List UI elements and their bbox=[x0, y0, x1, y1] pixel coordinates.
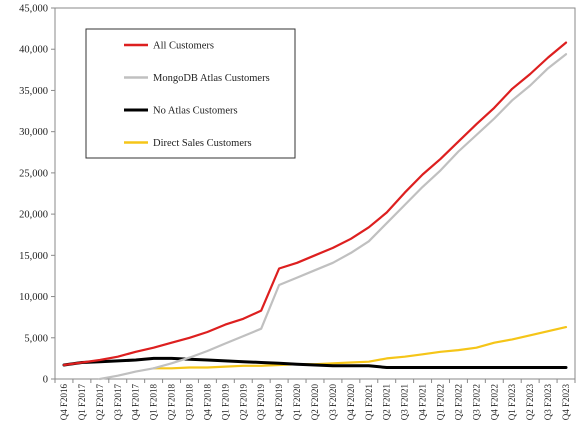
y-tick-label: 20,000 bbox=[19, 210, 48, 221]
x-tick-label: Q4 F2022 bbox=[489, 384, 499, 420]
x-tick-label: Q4 F2016 bbox=[59, 384, 69, 421]
legend-label: All Customers bbox=[153, 41, 214, 52]
y-tick-label: 40,000 bbox=[19, 45, 48, 56]
y-tick-label: 45,000 bbox=[19, 4, 48, 15]
series-line-direct-sales-customers bbox=[152, 326, 568, 370]
series-line-no-atlas-customers bbox=[62, 356, 568, 369]
legend-label: No Atlas Customers bbox=[153, 106, 238, 117]
x-tick-label: Q2 F2019 bbox=[238, 384, 248, 421]
x-tick-label: Q3 F2019 bbox=[256, 384, 266, 421]
x-tick-label: Q4 F2023 bbox=[561, 384, 571, 421]
x-tick-label: Q3 F2021 bbox=[400, 384, 410, 420]
legend-box bbox=[85, 28, 296, 159]
y-tick-label: 0 bbox=[43, 375, 48, 386]
x-tick-label: Q3 F2022 bbox=[471, 384, 481, 420]
x-tick-label: Q3 F2023 bbox=[543, 384, 553, 421]
x-tick-label: Q3 F2018 bbox=[184, 384, 194, 421]
y-tick-label: 15,000 bbox=[19, 251, 48, 262]
x-tick-label: Q1 F2021 bbox=[364, 384, 374, 420]
series-line-mongodb-atlas-customers bbox=[98, 53, 568, 381]
plot-area bbox=[54, 7, 576, 380]
x-tick-label: Q1 F2023 bbox=[507, 384, 517, 421]
x-tick-label: Q3 F2017 bbox=[113, 384, 123, 421]
y-tick-label: 5,000 bbox=[24, 333, 48, 344]
x-tick-label: Q4 F2018 bbox=[202, 384, 212, 421]
x-tick-label: Q1 F2022 bbox=[436, 384, 446, 420]
legend: All Customers MongoDB Atlas Customers No A… bbox=[85, 28, 296, 159]
x-tick-label: Q1 F2019 bbox=[220, 384, 230, 421]
y-tick-label: 25,000 bbox=[19, 168, 48, 179]
x-tick-label: Q2 F2023 bbox=[525, 384, 535, 421]
x-tick-label: Q2 F2020 bbox=[310, 384, 320, 421]
x-axis: Q4 F2016 Q1 F2017 Q2 F2017 Q3 F2017 Q4 F2017… bbox=[54, 379, 576, 421]
y-tick-label: 10,000 bbox=[19, 292, 48, 303]
x-tick-label: Q4 F2019 bbox=[274, 384, 284, 421]
x-tick-label: Q4 F2021 bbox=[418, 384, 428, 420]
series-line-all-customers bbox=[62, 41, 568, 367]
x-tick-label: Q4 F2020 bbox=[346, 384, 356, 421]
x-tick-label: Q1 F2020 bbox=[292, 384, 302, 421]
x-tick-label: Q4 F2017 bbox=[131, 384, 141, 421]
y-axis: 0 5,000 10,000 15,000 20,000 25,000 30,000 35,0… bbox=[19, 4, 55, 386]
legend-label: MongoDB Atlas Customers bbox=[153, 73, 270, 84]
x-tick-label: Q2 F2017 bbox=[95, 384, 105, 421]
series-layer bbox=[62, 41, 568, 381]
x-tick-label: Q2 F2022 bbox=[453, 384, 463, 420]
x-tick-label: Q2 F2021 bbox=[382, 384, 392, 420]
x-tick-label: Q1 F2018 bbox=[149, 384, 159, 421]
y-tick-label: 35,000 bbox=[19, 86, 48, 97]
y-tick-label: 30,000 bbox=[19, 127, 48, 138]
plot-frame bbox=[54, 7, 576, 380]
legend-label: Direct Sales Customers bbox=[153, 138, 252, 149]
x-tick-label: Q2 F2018 bbox=[167, 384, 177, 421]
x-tick-label: Q1 F2017 bbox=[77, 384, 87, 421]
x-tick-label: Q3 F2020 bbox=[328, 384, 338, 421]
